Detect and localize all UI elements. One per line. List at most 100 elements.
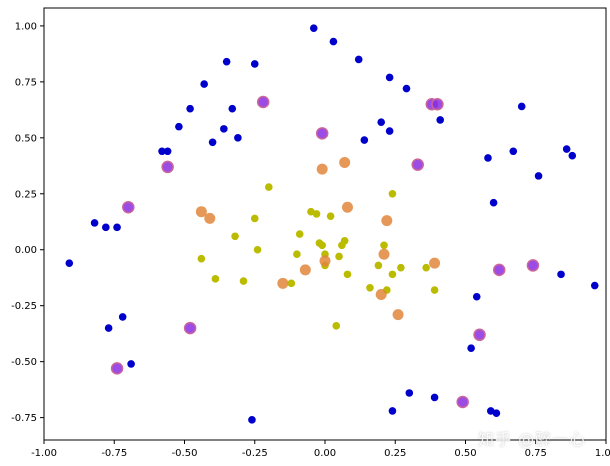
- scatter-point-series-1: [374, 261, 383, 270]
- scatter-point-series-0: [509, 147, 518, 156]
- scatter-point-series-0: [200, 80, 208, 88]
- scatter-point-series-1: [253, 245, 262, 254]
- scatter-point-series-2: [122, 200, 135, 214]
- scatter-point-series-1: [326, 212, 335, 220]
- y-tick-label: -0.25: [11, 301, 37, 312]
- scatter-point-series-1: [287, 279, 296, 288]
- scatter-point-series-1: [332, 322, 341, 330]
- scatter-point-series-1: [293, 250, 301, 259]
- y-tick-label: -0.75: [11, 413, 37, 424]
- scatter-point-series-0: [104, 324, 113, 332]
- scatter-point-series-3: [339, 156, 351, 168]
- marks-layer: [65, 24, 599, 424]
- scatter-point-series-0: [492, 409, 501, 417]
- scatter-point-series-1: [265, 183, 273, 191]
- scatter-point-series-0: [517, 102, 526, 111]
- x-tick-label: -0.50: [172, 448, 198, 459]
- scatter-point-series-0: [163, 147, 172, 156]
- scatter-point-series-0: [118, 313, 127, 321]
- scatter-point-series-1: [197, 254, 206, 263]
- scatter-point-series-1: [430, 286, 439, 294]
- scatter-point-series-2: [411, 158, 424, 171]
- scatter-point-series-0: [405, 389, 414, 397]
- scatter-point-series-0: [90, 219, 99, 227]
- scatter-point-series-0: [472, 292, 481, 301]
- scatter-point-series-0: [186, 104, 194, 113]
- scatter-point-series-0: [248, 416, 256, 424]
- scatter-point-series-0: [385, 127, 394, 135]
- scatter-point-series-1: [338, 241, 346, 250]
- scatter-point-series-0: [329, 37, 338, 46]
- scatter-point-series-0: [557, 270, 565, 279]
- scatter-point-series-1: [335, 252, 343, 261]
- scatter-point-series-0: [309, 24, 318, 32]
- scatter-point-series-0: [568, 151, 577, 160]
- x-tick-label: -1.00: [31, 448, 57, 459]
- scatter-point-series-0: [467, 344, 475, 353]
- scatter-point-series-0: [65, 259, 74, 267]
- scatter-point-series-1: [397, 263, 405, 272]
- scatter-point-series-0: [436, 116, 445, 124]
- scatter-point-series-2: [526, 259, 540, 272]
- scatter-point-series-2: [431, 97, 444, 111]
- scatter-point-series-2: [456, 395, 469, 409]
- scatter-point-series-1: [388, 270, 397, 279]
- scatter-point-series-3: [381, 215, 393, 227]
- scatter-point-series-0: [385, 73, 394, 82]
- x-tick-label: 1.00: [595, 448, 610, 459]
- scatter-point-series-1: [366, 283, 374, 292]
- scatter-point-series-0: [250, 60, 259, 68]
- scatter-point-series-1: [239, 277, 248, 285]
- x-tick-label: 0.50: [454, 448, 476, 459]
- y-tick-label: 0.25: [15, 189, 37, 200]
- scatter-point-series-1: [312, 210, 321, 218]
- y-tick-label: 0.50: [15, 133, 37, 144]
- x-tick-label: 0.75: [525, 448, 547, 459]
- y-tick-label: 1.00: [15, 21, 37, 32]
- scatter-point-series-0: [562, 145, 571, 153]
- scatter-point-series-0: [234, 134, 242, 142]
- x-tick-label: 0.00: [314, 448, 336, 459]
- scatter-point-series-3: [299, 264, 311, 276]
- scatter-point-series-3: [204, 212, 216, 224]
- scatter-point-series-2: [315, 127, 329, 140]
- scatter-point-series-0: [388, 407, 397, 415]
- scatter-point-series-0: [430, 393, 439, 402]
- scatter-point-series-0: [220, 125, 228, 133]
- scatter-point-series-1: [211, 275, 220, 283]
- scatter-point-series-3: [341, 201, 353, 213]
- scatter-point-series-2: [110, 362, 124, 375]
- scatter-point-series-0: [102, 223, 110, 232]
- scatter-point-series-0: [228, 104, 237, 113]
- scatter-point-series-2: [183, 321, 197, 335]
- y-axis-ticks: -0.75 -0.50 -0.25 0.00 0.25 0.50 0.75 1.00: [11, 21, 44, 424]
- scatter-point-series-3: [195, 206, 207, 218]
- scatter-point-series-0: [534, 172, 543, 180]
- scatter-point-series-0: [360, 136, 369, 144]
- scatter-point-series-3: [319, 255, 331, 267]
- scatter-point-series-3: [392, 309, 404, 321]
- scatter-point-series-0: [175, 122, 183, 131]
- scatter-point-series-3: [316, 163, 328, 175]
- scatter-point-series-1: [388, 189, 397, 198]
- plot-area-frame: [43, 7, 607, 441]
- scatter-point-series-1: [295, 230, 304, 238]
- scatter-point-series-0: [489, 198, 498, 207]
- scatter-point-series-2: [256, 95, 270, 109]
- scatter-point-series-0: [354, 55, 363, 64]
- scatter-point-series-2: [473, 328, 486, 342]
- scatter-point-series-0: [127, 360, 135, 368]
- scatter-point-series-0: [158, 147, 166, 156]
- scatter-point-series-1: [231, 232, 239, 241]
- y-tick-label: 0.00: [15, 245, 37, 256]
- x-tick-label: 0.25: [384, 448, 406, 459]
- y-tick-label: -0.50: [11, 357, 37, 368]
- x-axis-ticks: -1.00 -0.75 -0.50 -0.25 0.00 0.25 0.50 0.75 1.00: [31, 440, 610, 459]
- scatter-point-series-1: [343, 270, 352, 279]
- scatter-point-series-1: [422, 263, 430, 272]
- scatter-point-series-0: [484, 154, 492, 162]
- scatter-point-series-3: [277, 277, 289, 289]
- scatter-point-series-0: [402, 84, 411, 93]
- scatter-point-series-3: [429, 257, 441, 269]
